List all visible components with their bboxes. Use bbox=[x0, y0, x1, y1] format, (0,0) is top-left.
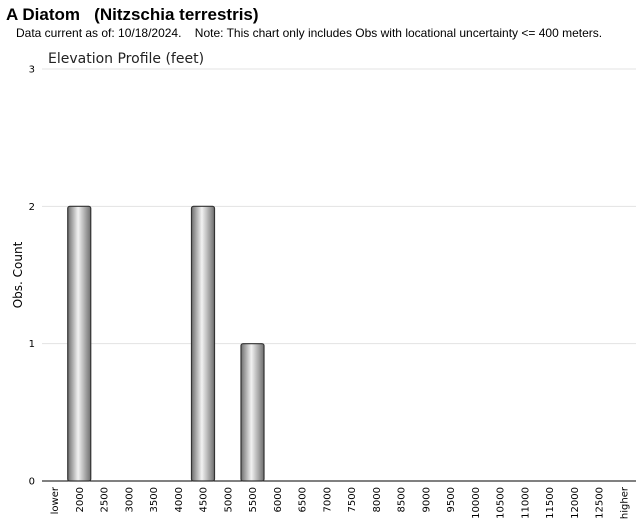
x-tick-label: 12000 bbox=[570, 487, 581, 519]
x-tick-label: 9500 bbox=[446, 487, 457, 512]
y-tick-label: 2 bbox=[29, 202, 35, 213]
x-tick-label: 9000 bbox=[421, 487, 432, 512]
bar-2000 bbox=[67, 205, 92, 482]
x-tick-label: 8000 bbox=[372, 487, 383, 512]
bar-4500 bbox=[190, 205, 216, 482]
x-tick-label: 5000 bbox=[223, 487, 234, 512]
x-tick-label: 4000 bbox=[174, 487, 185, 512]
data-note: Data current as of: 10/18/2024. Note: Th… bbox=[16, 26, 603, 40]
x-tick-label: 3000 bbox=[124, 487, 135, 512]
x-tick-label: 4500 bbox=[199, 487, 210, 512]
y-axis-label: Obs. Count bbox=[11, 241, 25, 308]
x-tick-label: 7000 bbox=[322, 487, 333, 512]
bar-5500 bbox=[240, 343, 265, 482]
x-tick-label: 10000 bbox=[471, 487, 482, 519]
x-tick-label: 7500 bbox=[347, 487, 358, 512]
x-tick-label: 12500 bbox=[595, 487, 606, 519]
y-tick-label: 1 bbox=[29, 339, 35, 350]
x-tick-label: 6000 bbox=[273, 487, 284, 512]
x-tick-label: 2500 bbox=[100, 487, 111, 512]
y-tick-label: 0 bbox=[29, 477, 35, 488]
x-tick-label: lower bbox=[50, 486, 61, 514]
x-tick-label: higher bbox=[619, 486, 630, 519]
page-title: A Diatom (Nitzschia terrestris) bbox=[6, 5, 259, 24]
x-tick-label: 2000 bbox=[75, 487, 86, 512]
x-tick-label: 11000 bbox=[520, 487, 531, 519]
x-tick-label: 11500 bbox=[545, 487, 556, 519]
x-tick-label: 5500 bbox=[248, 487, 259, 512]
x-tick-label: 10500 bbox=[496, 487, 507, 519]
x-tick-label: 6500 bbox=[298, 487, 309, 512]
y-tick-label: 3 bbox=[29, 65, 35, 76]
chart-title: Elevation Profile (feet) bbox=[48, 51, 204, 67]
x-tick-label: 3500 bbox=[149, 487, 160, 512]
x-tick-label: 8500 bbox=[397, 487, 408, 512]
